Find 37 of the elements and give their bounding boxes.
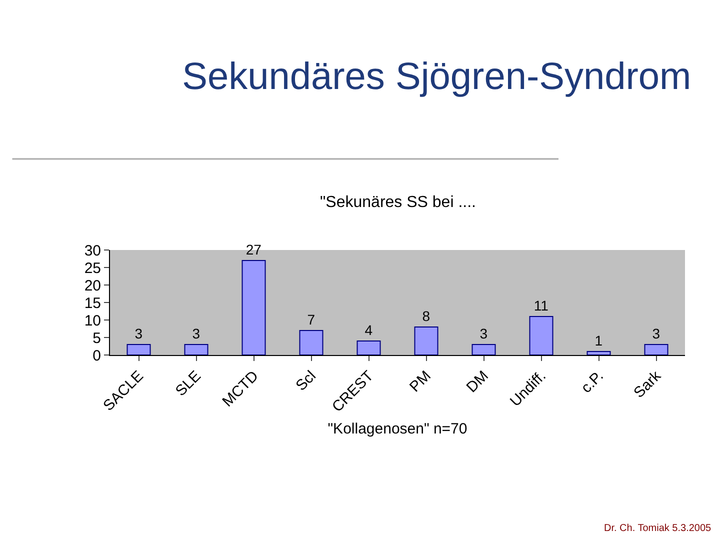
x-tick-label: SLE xyxy=(172,368,204,400)
data-label: 3 xyxy=(134,326,143,342)
data-label: 27 xyxy=(246,242,262,258)
data-label: 3 xyxy=(192,326,200,342)
y-tick-label: 0 xyxy=(92,347,101,364)
x-tick-label: PM xyxy=(406,368,434,396)
y-tick-label: 10 xyxy=(84,312,101,330)
data-label: 1 xyxy=(594,332,603,348)
bar xyxy=(299,330,324,355)
bar xyxy=(356,340,381,355)
x-tick-label: c.P. xyxy=(578,368,607,397)
x-tick-label: Sark xyxy=(630,367,665,402)
data-label: 4 xyxy=(364,322,373,338)
chart-title: Sekundäres Sjögren-Syndrom xyxy=(182,56,692,98)
bar xyxy=(126,344,151,355)
bar xyxy=(586,351,611,355)
bar xyxy=(644,344,668,355)
bar xyxy=(414,326,438,355)
y-tick-label: 15 xyxy=(84,294,101,312)
data-label: 3 xyxy=(480,326,488,342)
bar xyxy=(472,344,496,355)
text: Dr. Ch. Tomiak 5.3.2005 xyxy=(604,523,712,534)
x-axis-title: "Kollagenosen" n=70 xyxy=(328,420,468,438)
data-label: 7 xyxy=(307,312,316,328)
bar xyxy=(242,260,266,355)
bar xyxy=(529,316,554,355)
bar xyxy=(184,344,208,355)
y-tick-label: 25 xyxy=(84,260,101,277)
x-tick-label: DM xyxy=(463,368,492,396)
y-tick-label: 20 xyxy=(84,277,101,294)
y-tick-label: 5 xyxy=(92,330,101,347)
chart-subtitle: "Sekunäres SS bei .... xyxy=(320,194,476,211)
x-tick-label: Scl xyxy=(292,368,320,394)
data-label: 3 xyxy=(652,326,660,342)
data-label: 8 xyxy=(422,308,430,324)
y-tick-label: 30 xyxy=(84,242,101,260)
data-label: 11 xyxy=(534,298,549,314)
